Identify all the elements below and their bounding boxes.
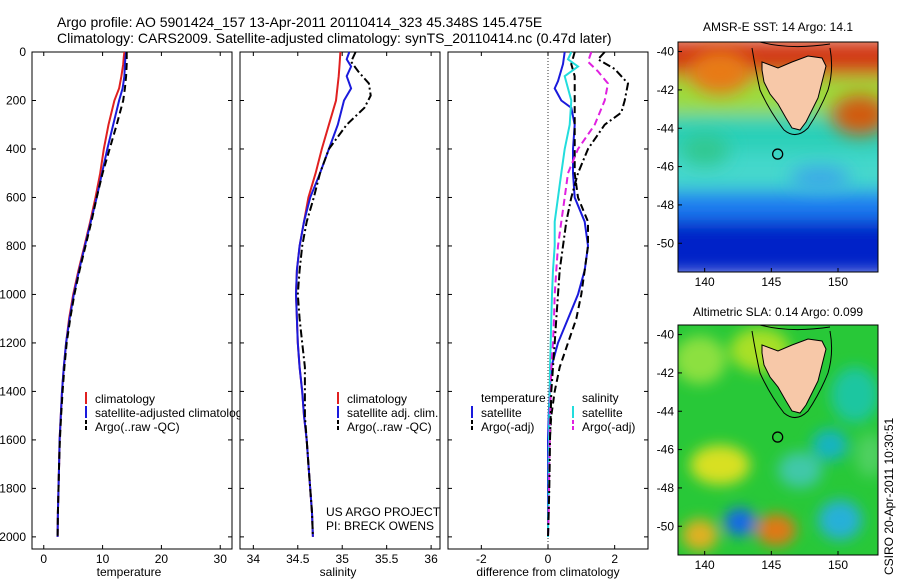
project-annotation: US ARGO PROJECT xyxy=(326,505,441,519)
y-tick-label: -40 xyxy=(657,45,675,59)
y-tick-label: 1000 xyxy=(0,287,26,301)
x-tick-label: 30 xyxy=(214,552,228,566)
x-tick-label: 20 xyxy=(155,552,169,566)
salinity-xlabel: salinity xyxy=(320,565,357,579)
temperature-panel: 0 200 400 600 800 1000 1200 1400 1600 1800 2000 0 1… xyxy=(0,45,248,579)
x-tick-label: 140 xyxy=(695,558,715,572)
x-tick-label: 150 xyxy=(828,558,848,572)
y-tick-label: -48 xyxy=(657,198,675,212)
y-tick-label: -44 xyxy=(657,404,675,418)
x-tick-label: -2 xyxy=(476,552,487,566)
x-tick-label: 10 xyxy=(96,552,110,566)
series-argo-raw-qc xyxy=(296,51,372,537)
x-tick-label: 0 xyxy=(40,552,47,566)
y-tick-label: 600 xyxy=(6,190,26,204)
legend-label-temp-argo: Argo(-adj) xyxy=(481,420,534,434)
y-tick-label: 200 xyxy=(6,93,26,107)
mainland-coast xyxy=(759,325,831,331)
temperature-xlabel: temperature xyxy=(97,565,162,579)
sst-eddy-blobs xyxy=(681,50,878,190)
y-tick-label: -40 xyxy=(657,328,675,342)
y-tick-label: 400 xyxy=(6,142,26,156)
y-tick-label: -46 xyxy=(657,160,675,174)
y-tick-label: 0 xyxy=(19,45,26,59)
legend-label-temp-satellite: satellite xyxy=(481,406,522,420)
y-tick-label: -46 xyxy=(657,443,675,457)
legend-title-salinity: salinity xyxy=(582,391,619,405)
series-salinity-argo-adj xyxy=(547,51,610,537)
legend-label-argo: Argo(..raw -QC) xyxy=(95,420,180,434)
legend-title-temperature: temperature xyxy=(481,391,546,405)
series-temperature-argo-adj xyxy=(547,51,589,537)
x-tick-label: 150 xyxy=(828,275,848,289)
x-tick-label: 34 xyxy=(247,552,261,566)
argo-position-marker xyxy=(772,148,784,160)
x-tick-label: 34.5 xyxy=(286,552,310,566)
sst-map: AMSR-E SST: 14 Argo: 14.1 140 145 150 -40 -… xyxy=(657,20,879,289)
argo-position-marker xyxy=(772,431,784,443)
y-tick-label: 800 xyxy=(6,239,26,253)
salinity-legend: climatology satellite adj. clim. Argo(..… xyxy=(337,392,438,434)
x-tick-label: 2 xyxy=(611,552,618,566)
y-tick-label: -44 xyxy=(657,121,675,135)
legend-label-sal-argo: Argo(-adj) xyxy=(582,420,635,434)
x-tick-label: 35 xyxy=(336,552,350,566)
sla-map-title: Altimetric SLA: 0.14 Argo: 0.099 xyxy=(693,305,863,319)
x-tick-label: 0 xyxy=(545,552,552,566)
timestamp: CSIRO 20-Apr-2011 10:30:51 xyxy=(882,417,896,575)
shelf-contour xyxy=(751,330,833,418)
shelf-contour xyxy=(751,47,833,135)
legend-label-argo: Argo(..raw -QC) xyxy=(347,420,432,434)
sst-map-title: AMSR-E SST: 14 Argo: 14.1 xyxy=(703,20,853,34)
legend-label-climatology: climatology xyxy=(347,392,407,406)
y-tick-label: -42 xyxy=(657,83,675,97)
pi-annotation: PI: BRECK OWENS xyxy=(326,519,434,533)
tasmania-land xyxy=(761,338,827,414)
y-tick-label: 2000 xyxy=(0,530,26,544)
legend-label-satellite: satellite-adjusted climatology xyxy=(95,406,248,420)
temperature-legend: climatology satellite-adjusted climatolo… xyxy=(85,392,248,434)
salinity-panel: 34 34.5 35 35.5 36 salinity climatology sate… xyxy=(239,51,441,579)
series-salinity-argo-raw xyxy=(547,51,630,537)
y-tick-label: 1800 xyxy=(0,481,26,495)
header-line-1: Argo profile: AO 5901424_157 13-Apr-2011… xyxy=(57,14,542,30)
sla-map: Altimetric SLA: 0.14 Argo: 0.099 140 145 1 xyxy=(657,305,879,572)
legend-label-satellite: satellite adj. clim. xyxy=(347,406,438,420)
x-tick-label: 145 xyxy=(761,558,781,572)
y-tick-label: 1400 xyxy=(0,384,26,398)
x-tick-label: 35.5 xyxy=(375,552,399,566)
y-tick-label: -48 xyxy=(657,481,675,495)
series-argo-raw-qc xyxy=(56,52,128,537)
difference-panel: -2 0 2 difference from climatology tempera… xyxy=(447,51,649,579)
x-tick-label: 140 xyxy=(695,275,715,289)
y-tick-label: -42 xyxy=(657,366,675,380)
y-tick-label: 1200 xyxy=(0,336,26,350)
header-line-2: Climatology: CARS2009. Satellite-adjuste… xyxy=(57,30,612,46)
difference-legend: temperature satellite Argo(-adj) salinit… xyxy=(471,391,635,434)
map-color-band xyxy=(678,220,878,272)
legend-label-climatology: climatology xyxy=(95,392,155,406)
tasmania-land xyxy=(761,55,827,131)
difference-xlabel: difference from climatology xyxy=(476,565,619,579)
y-tick-label: 1600 xyxy=(0,433,26,447)
y-tick-label: -50 xyxy=(657,519,675,533)
mainland-coast xyxy=(759,42,831,48)
y-tick-label: -50 xyxy=(657,236,675,250)
legend-label-sal-satellite: satellite xyxy=(582,406,623,420)
x-tick-label: 145 xyxy=(761,275,781,289)
x-tick-label: 36 xyxy=(424,552,438,566)
